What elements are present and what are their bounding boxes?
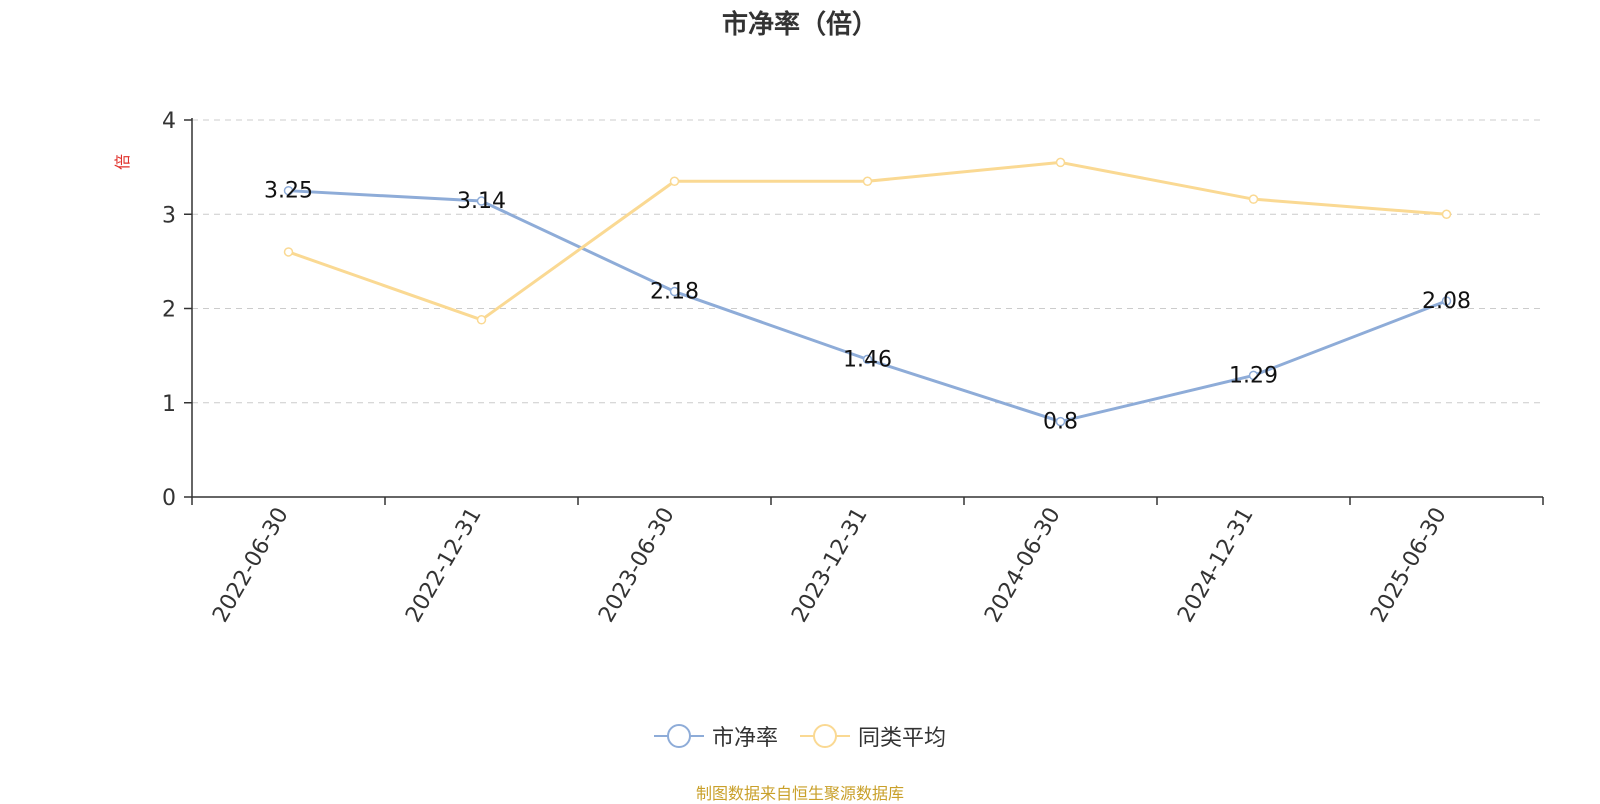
data-point-pb [283,185,294,196]
y-tick-label: 2 [162,298,176,323]
legend: 市净率 同类平均 [0,720,1600,752]
data-label: 3.25 [264,179,313,204]
data-label: 1.29 [1229,363,1278,388]
source-note: 制图数据来自恒生聚源数据库 [695,784,904,803]
x-tick-label: 2023-06-30 [594,504,680,627]
data-point-peer-average [283,247,294,257]
data-label: 2.18 [650,280,699,305]
data-point-pb [1441,296,1452,306]
y-axis-label: 倍 [113,154,132,170]
data-point-peer-average [669,176,680,187]
x-tick-label: 2023-12-31 [787,504,873,627]
data-point-peer-average [1441,209,1452,219]
y-tick-label: 3 [162,203,176,228]
x-tick-label: 2022-12-31 [401,504,487,627]
series-line-peer-average [288,160,1447,322]
legend-label-peer-average: 同类平均 [858,726,947,751]
chart-title: 市净率（倍） [721,10,878,40]
data-label: 3.14 [457,189,506,214]
x-tick-label: 2022-06-30 [208,504,294,627]
legend-label-pb: 市净率 [711,726,778,751]
data-point-peer-average [862,176,873,187]
x-tick-label: 2024-12-31 [1173,504,1259,627]
data-point-peer-average [476,315,487,325]
legend-item-pb[interactable]: 市净率 [653,720,778,752]
data-point-peer-average [1248,194,1259,204]
data-point-pb [1055,416,1066,427]
x-tick-label: 2025-06-30 [1366,504,1452,627]
data-point-pb [669,286,680,297]
x-tick-label: 2024-06-30 [980,504,1066,627]
data-label: 1.46 [843,347,892,372]
data-point-pb [1248,370,1259,381]
data-point-pb [862,354,873,365]
data-label: 2.08 [1422,289,1471,314]
y-tick-label: 0 [162,486,176,511]
legend-marker-pb [653,724,704,748]
legend-marker-peer-average [800,724,850,748]
data-point-pb [476,196,487,206]
y-tick-label: 1 [162,392,176,417]
y-tick-label: 4 [162,109,176,134]
data-label: 0.8 [1043,410,1078,435]
legend-item-peer-average[interactable]: 同类平均 [800,720,946,752]
data-point-peer-average [1055,157,1066,168]
